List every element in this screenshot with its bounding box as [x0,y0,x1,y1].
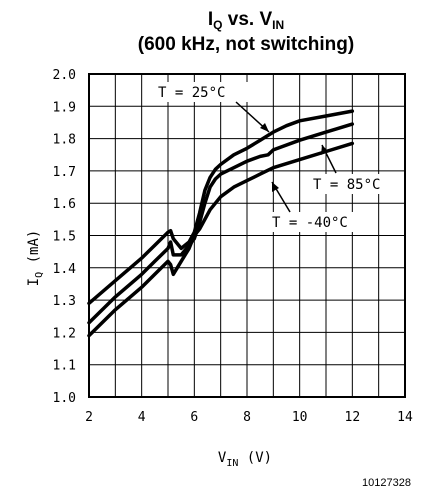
title-in-sub: IN [272,18,284,32]
annotation-85c-arrow [321,145,328,155]
x-tick-label: 2 [85,410,93,425]
y-axis-label-i: I [26,278,42,286]
chart-subtitle: (600 kHz, not switching) [138,34,354,55]
x-axis-label: VIN (V) [218,450,272,469]
title-q-sub: Q [213,18,222,32]
annotation-neg40c-bg [265,212,375,232]
x-tick-label: 8 [243,410,251,425]
y-tick-label: 1.0 [53,391,76,406]
data-series [87,109,355,338]
x-axis-label-sub: IN [226,458,238,469]
annotation-neg40c-label: T = -40°C [272,215,348,231]
x-tick-label: 12 [345,410,361,425]
annotation-25c-arrow [260,123,269,132]
x-axis-label-v: V [218,450,227,466]
y-tick-label: 1.2 [53,326,76,341]
x-tick-label: 14 [397,410,413,425]
y-axis-label-sub: Q [34,272,45,278]
annotation-25c-label: T = 25°C [158,85,225,101]
y-tick-label: 1.5 [53,230,76,245]
y-tick-label: 1.9 [53,100,76,115]
annotation-neg40c: T = -40°C [265,181,375,232]
title-vs-v: vs. V [222,9,272,30]
annotation-25c-bg [150,82,252,102]
y-tick-label: 1.1 [53,359,76,374]
y-tick-label: 1.8 [53,133,76,148]
y-tick-label: 1.6 [53,197,76,212]
x-tick-label: 6 [190,410,198,425]
y-axis-label: IQ (mA) [26,230,45,287]
x-axis-label-unit: (V) [238,450,272,466]
series-line-t-40-c [87,141,355,338]
chart-title: IQ vs. VIN [208,9,284,32]
title-i: I [208,9,213,30]
annotation-85c-label: T = 85°C [313,177,380,193]
series-line-t-25-c [87,109,355,306]
y-tick-label: 1.3 [53,294,76,309]
annotation-85c-bg [305,174,397,194]
y-axis-label-unit: (mA) [26,230,42,272]
y-tick-label: 1.7 [53,165,76,180]
series-line-t-85-c [87,122,355,325]
annotation-neg40c-arrow [272,182,279,192]
y-tick-label: 1.4 [53,262,77,277]
tick-labels: 2 4 6 8 10 12 14 1.0 1.1 1.2 1.3 1.4 1.5 1.6 1.7 1.8 1.9… [53,68,413,425]
grid-lines [89,74,405,397]
x-tick-label: 10 [292,410,308,425]
y-tick-label: 2.0 [53,68,76,83]
figure-number: 10127328 [362,477,411,489]
plot-frame [88,73,406,398]
annotation-25c: T = 25°C [150,82,270,133]
annotation-85c: T = 85°C [305,144,397,194]
x-tick-label: 4 [138,410,146,425]
